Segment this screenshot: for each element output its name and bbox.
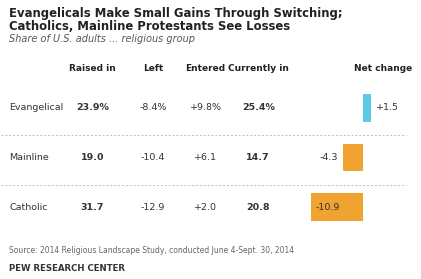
Text: 23.9%: 23.9% bbox=[76, 103, 109, 112]
Text: Left: Left bbox=[143, 64, 163, 73]
Text: +6.1: +6.1 bbox=[194, 153, 217, 162]
Text: +9.8%: +9.8% bbox=[189, 103, 221, 112]
Text: Raised in: Raised in bbox=[69, 64, 116, 73]
Text: -12.9: -12.9 bbox=[141, 203, 165, 212]
Text: Evangelicals Make Small Gains Through Switching;: Evangelicals Make Small Gains Through Sw… bbox=[10, 8, 343, 20]
Text: 25.4%: 25.4% bbox=[242, 103, 274, 112]
Text: 14.7: 14.7 bbox=[246, 153, 270, 162]
Text: +2.0: +2.0 bbox=[194, 203, 217, 212]
Text: Mainline: Mainline bbox=[10, 153, 49, 162]
Text: 31.7: 31.7 bbox=[81, 203, 104, 212]
Text: -4.3: -4.3 bbox=[319, 153, 338, 162]
Text: Share of U.S. adults ... religious group: Share of U.S. adults ... religious group bbox=[10, 34, 195, 44]
Text: Currently in: Currently in bbox=[228, 64, 289, 73]
Bar bbox=[343, 144, 363, 171]
Text: 20.8: 20.8 bbox=[246, 203, 270, 212]
Text: Net change: Net change bbox=[354, 64, 413, 73]
Text: Entered: Entered bbox=[186, 64, 226, 73]
Text: PEW RESEARCH CENTER: PEW RESEARCH CENTER bbox=[10, 264, 125, 273]
Text: Catholics, Mainline Protestants See Losses: Catholics, Mainline Protestants See Loss… bbox=[10, 20, 290, 33]
Text: Source: 2014 Religious Landscape Study, conducted June 4-Sept. 30, 2014: Source: 2014 Religious Landscape Study, … bbox=[10, 246, 295, 255]
Text: Evangelical: Evangelical bbox=[10, 103, 64, 112]
Text: -10.4: -10.4 bbox=[141, 153, 165, 162]
Text: +1.5: +1.5 bbox=[376, 103, 399, 112]
Text: -10.9: -10.9 bbox=[316, 203, 340, 212]
Bar bbox=[363, 94, 370, 122]
Text: 19.0: 19.0 bbox=[81, 153, 104, 162]
Text: -8.4%: -8.4% bbox=[139, 103, 167, 112]
Text: Catholic: Catholic bbox=[10, 203, 48, 212]
